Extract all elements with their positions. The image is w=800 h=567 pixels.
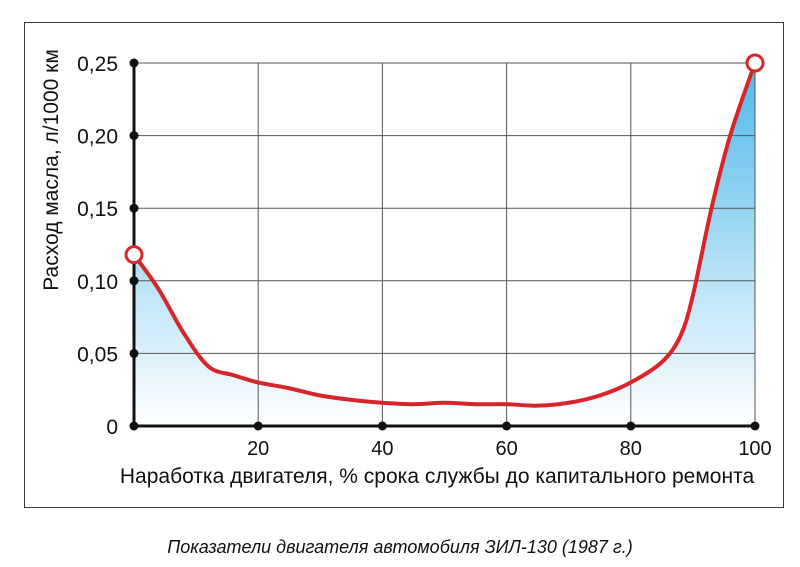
endpoint-marker-1 [745,53,765,73]
x-tick-dot-60 [502,421,512,431]
y-axis-label: Расход масла, л/1000 км [40,49,63,291]
x-tick-label-40: 40 [371,438,393,460]
x-tick-dot-100 [750,421,760,431]
y-tick-label-1: 0,05 [77,343,118,366]
y-tick-dot-5 [129,58,139,68]
y-tick-label-5: 0,25 [77,53,118,76]
y-tick-dot-4 [129,131,139,141]
y-tick-dot-2 [129,276,139,286]
x-tick-dot-40 [377,421,387,431]
figure-caption: Показатели двигателя автомобиля ЗИЛ-130 … [167,537,633,557]
x-tick-label-100: 100 [738,438,771,460]
x-tick-dot-80 [626,421,636,431]
y-tick-label-4: 0,20 [77,126,118,149]
x-tick-label-60: 60 [495,438,517,460]
y-tick-dot-3 [129,203,139,213]
endpoint-marker-0 [124,245,144,265]
x-tick-dot-20 [253,421,263,431]
x-tick-label-20: 20 [247,438,269,460]
x-tick-label-80: 80 [620,438,642,460]
x-axis-label: Наработка двигателя, % срока службы до к… [120,465,755,488]
y-tick-label-2: 0,10 [77,271,118,294]
y-tick-dot-0 [129,421,139,431]
y-tick-label-0: 0 [106,416,118,439]
y-tick-dot-1 [129,348,139,358]
oil-consumption-line [132,61,757,408]
area-fill [134,63,755,426]
y-tick-label-3: 0,15 [77,198,118,221]
